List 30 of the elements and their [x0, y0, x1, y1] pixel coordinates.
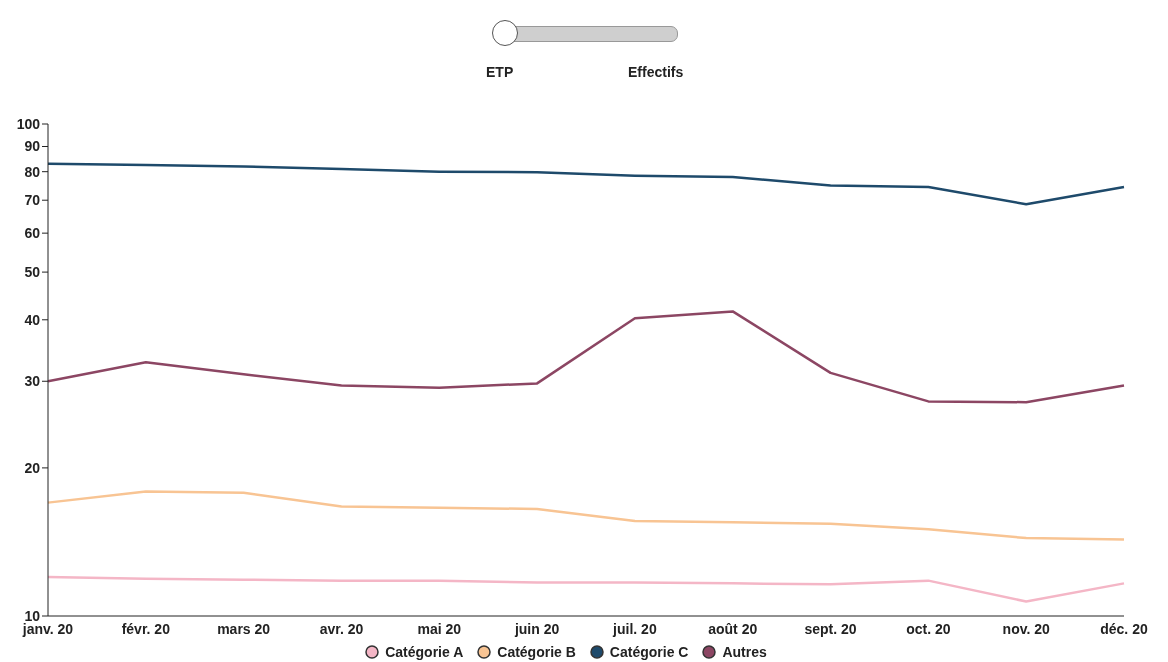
- y-tick-label: 80: [24, 163, 41, 180]
- line-series: [46, 575, 1126, 603]
- legend-label: Catégorie B: [496, 644, 576, 660]
- y-tick-label: 40: [24, 311, 41, 328]
- line-series: [46, 162, 1126, 206]
- legend-label: Autres: [721, 644, 767, 660]
- x-tick-label: févr. 20: [121, 620, 171, 637]
- x-tick-label: mai 20: [417, 620, 462, 637]
- x-tick-label: nov. 20: [1002, 620, 1050, 637]
- x-tick-label: juin 20: [513, 620, 560, 637]
- text: Effectifs: [628, 64, 684, 80]
- y-tick-label: 30: [24, 373, 41, 390]
- line-series: [46, 310, 1126, 404]
- y-tick-label: 90: [24, 138, 41, 155]
- y-tick-label: 20: [24, 459, 41, 476]
- x-tick-label: août 20: [708, 620, 758, 637]
- text: ETP: [486, 64, 514, 80]
- line-series: [46, 490, 1126, 541]
- y-tick-label: 70: [24, 192, 41, 209]
- y-tick-label: 60: [24, 225, 41, 242]
- x-tick-label: mars 20: [217, 620, 271, 637]
- legend-label: Catégorie C: [608, 644, 689, 660]
- y-tick-label: 100: [16, 115, 41, 132]
- y-tick-label: 50: [24, 264, 41, 281]
- x-tick-label: avr. 20: [319, 620, 364, 637]
- x-tick-label: déc. 20: [1100, 620, 1148, 637]
- x-tick-label: sept. 20: [804, 620, 857, 637]
- x-tick-label: oct. 20: [906, 620, 951, 637]
- legend-label: Catégorie A: [384, 644, 464, 660]
- x-tick-label: juil. 20: [612, 620, 657, 637]
